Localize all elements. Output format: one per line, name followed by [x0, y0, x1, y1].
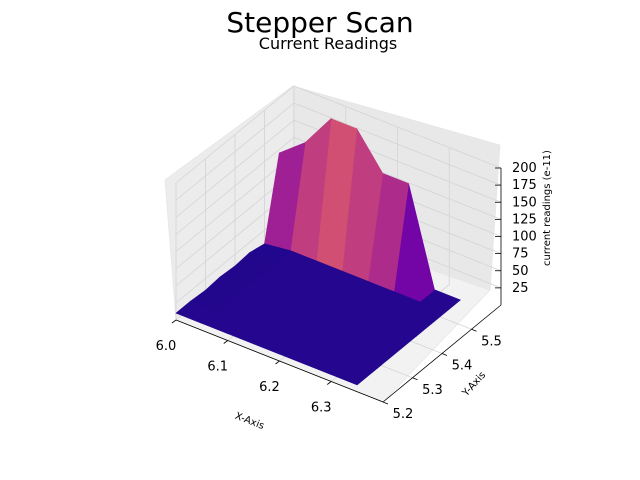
- x-tick: [275, 360, 280, 365]
- x-tick: [171, 319, 177, 324]
- y-tick: [471, 328, 477, 332]
- axes-title: Current Readings: [258, 34, 398, 53]
- z-tick-label: 175: [512, 178, 537, 193]
- x-tick-label: 6.0: [156, 339, 177, 354]
- y-tick: [382, 401, 389, 405]
- grid-line-z: [175, 136, 502, 235]
- y-tick-label: 5.3: [422, 383, 443, 398]
- surface-facet: [175, 300, 218, 324]
- z-tick-label: 100: [512, 230, 537, 245]
- x-axis-label: X-Axis: [233, 411, 265, 432]
- z-tick-label: 200: [512, 161, 537, 176]
- z-tick-label: 25: [512, 281, 529, 296]
- z-tick-label: 50: [512, 264, 529, 279]
- grid-line-z: [175, 102, 502, 201]
- z-tick-label: 150: [512, 195, 537, 210]
- y-axis-label: Y-Axis: [460, 370, 488, 400]
- y-tick-label: 5.4: [452, 359, 473, 374]
- z-tick-label: 125: [512, 212, 537, 227]
- surface-mesh: [175, 117, 461, 386]
- x-tick: [327, 381, 332, 385]
- axis-lines: [171, 167, 502, 405]
- z-tick-label: 75: [512, 247, 529, 262]
- x-tick: [223, 340, 228, 344]
- z-axis-label: current readings (e-11): [542, 150, 553, 266]
- grid-line-z: [175, 85, 502, 184]
- y-tick-label: 5.5: [481, 334, 502, 349]
- grid-line-z: [175, 119, 502, 218]
- figure-suptitle: Stepper Scan: [226, 6, 414, 39]
- y-tick: [412, 377, 418, 381]
- x-tick-label: 6.2: [259, 380, 280, 395]
- y-tick: [441, 353, 448, 356]
- y-tick-label: 5.2: [393, 407, 414, 422]
- x-tick-label: 6.3: [311, 401, 332, 416]
- tick-labels: 6.0 6.1 6.2 6.3 5.2 5.3 5.4 5.5 25 50 75 100 125 150 1…: [156, 161, 537, 422]
- x-tick-label: 6.1: [207, 360, 228, 375]
